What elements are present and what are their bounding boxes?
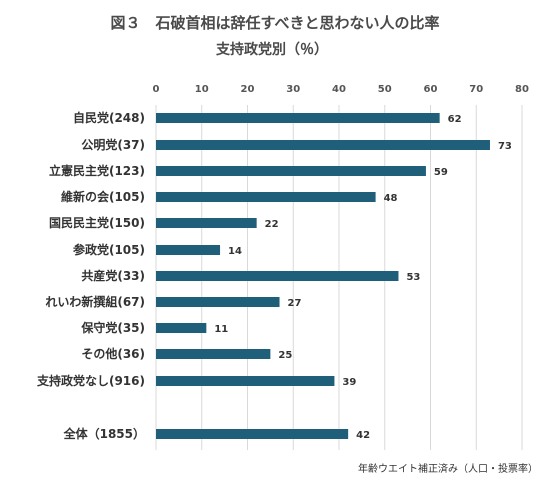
value-label: 39 — [342, 377, 356, 388]
chart-subtitle: 支持政党別（％） — [215, 41, 328, 58]
category-label: 保守党(35) — [80, 320, 145, 335]
category-label: 共産党(33) — [81, 268, 145, 283]
x-axis-ticks: 0 10 20 30 40 50 60 70 80 — [153, 84, 529, 95]
category-label: 国民民主党(150) — [49, 215, 145, 230]
value-label: 27 — [288, 298, 302, 309]
chart-note: 年齢ウエイト補正済み（人口・投票率） — [358, 462, 538, 475]
value-label: 14 — [228, 246, 242, 257]
bar — [156, 218, 257, 228]
category-label: 全体（1855） — [63, 426, 145, 441]
category-label: 自民党(248) — [73, 110, 145, 125]
x-tick-label: 10 — [195, 84, 209, 95]
bar — [156, 140, 490, 150]
category-label: 支持政党なし(916) — [36, 373, 145, 388]
bar — [156, 271, 399, 281]
value-label: 59 — [434, 167, 448, 178]
value-label: 73 — [498, 141, 512, 152]
bar — [156, 113, 440, 123]
value-labels: 62 73 59 48 22 14 53 27 11 25 39 42 — [214, 114, 512, 441]
x-tick-label: 40 — [332, 84, 346, 95]
x-tick-label: 80 — [515, 84, 529, 95]
value-label: 53 — [406, 272, 420, 283]
category-label: 参政党(105) — [73, 242, 145, 257]
value-label: 42 — [356, 430, 370, 441]
bars — [156, 113, 490, 439]
x-tick-label: 0 — [153, 84, 160, 95]
x-tick-label: 50 — [378, 84, 392, 95]
category-label: 公明党(37) — [81, 137, 145, 152]
value-label: 48 — [384, 193, 398, 204]
value-label: 25 — [278, 350, 292, 361]
x-tick-label: 70 — [469, 84, 483, 95]
bar — [156, 429, 349, 439]
chart-title: 図３ 石破首相は辞任すべきと思わない人の比率 — [111, 14, 440, 32]
bar — [156, 349, 271, 359]
value-label: 62 — [448, 114, 462, 125]
bar — [156, 245, 221, 255]
bar — [156, 323, 207, 333]
bar — [156, 192, 376, 202]
x-tick-label: 20 — [241, 84, 255, 95]
bar — [156, 376, 335, 386]
category-labels: 自民党(248) 公明党(37) 立憲民主党(123) 維新の会(105) 国民民主党(… — [36, 110, 145, 441]
value-label: 22 — [265, 219, 279, 230]
category-label: 立憲民主党(123) — [49, 163, 145, 178]
x-tick-label: 60 — [424, 84, 438, 95]
bar — [156, 166, 426, 176]
bar — [156, 297, 280, 307]
x-tick-label: 30 — [286, 84, 300, 95]
category-label: 維新の会(105) — [61, 189, 145, 204]
value-label: 11 — [214, 324, 228, 335]
category-label: その他(36) — [81, 346, 145, 361]
category-label: れいわ新撰組(67) — [45, 294, 145, 309]
